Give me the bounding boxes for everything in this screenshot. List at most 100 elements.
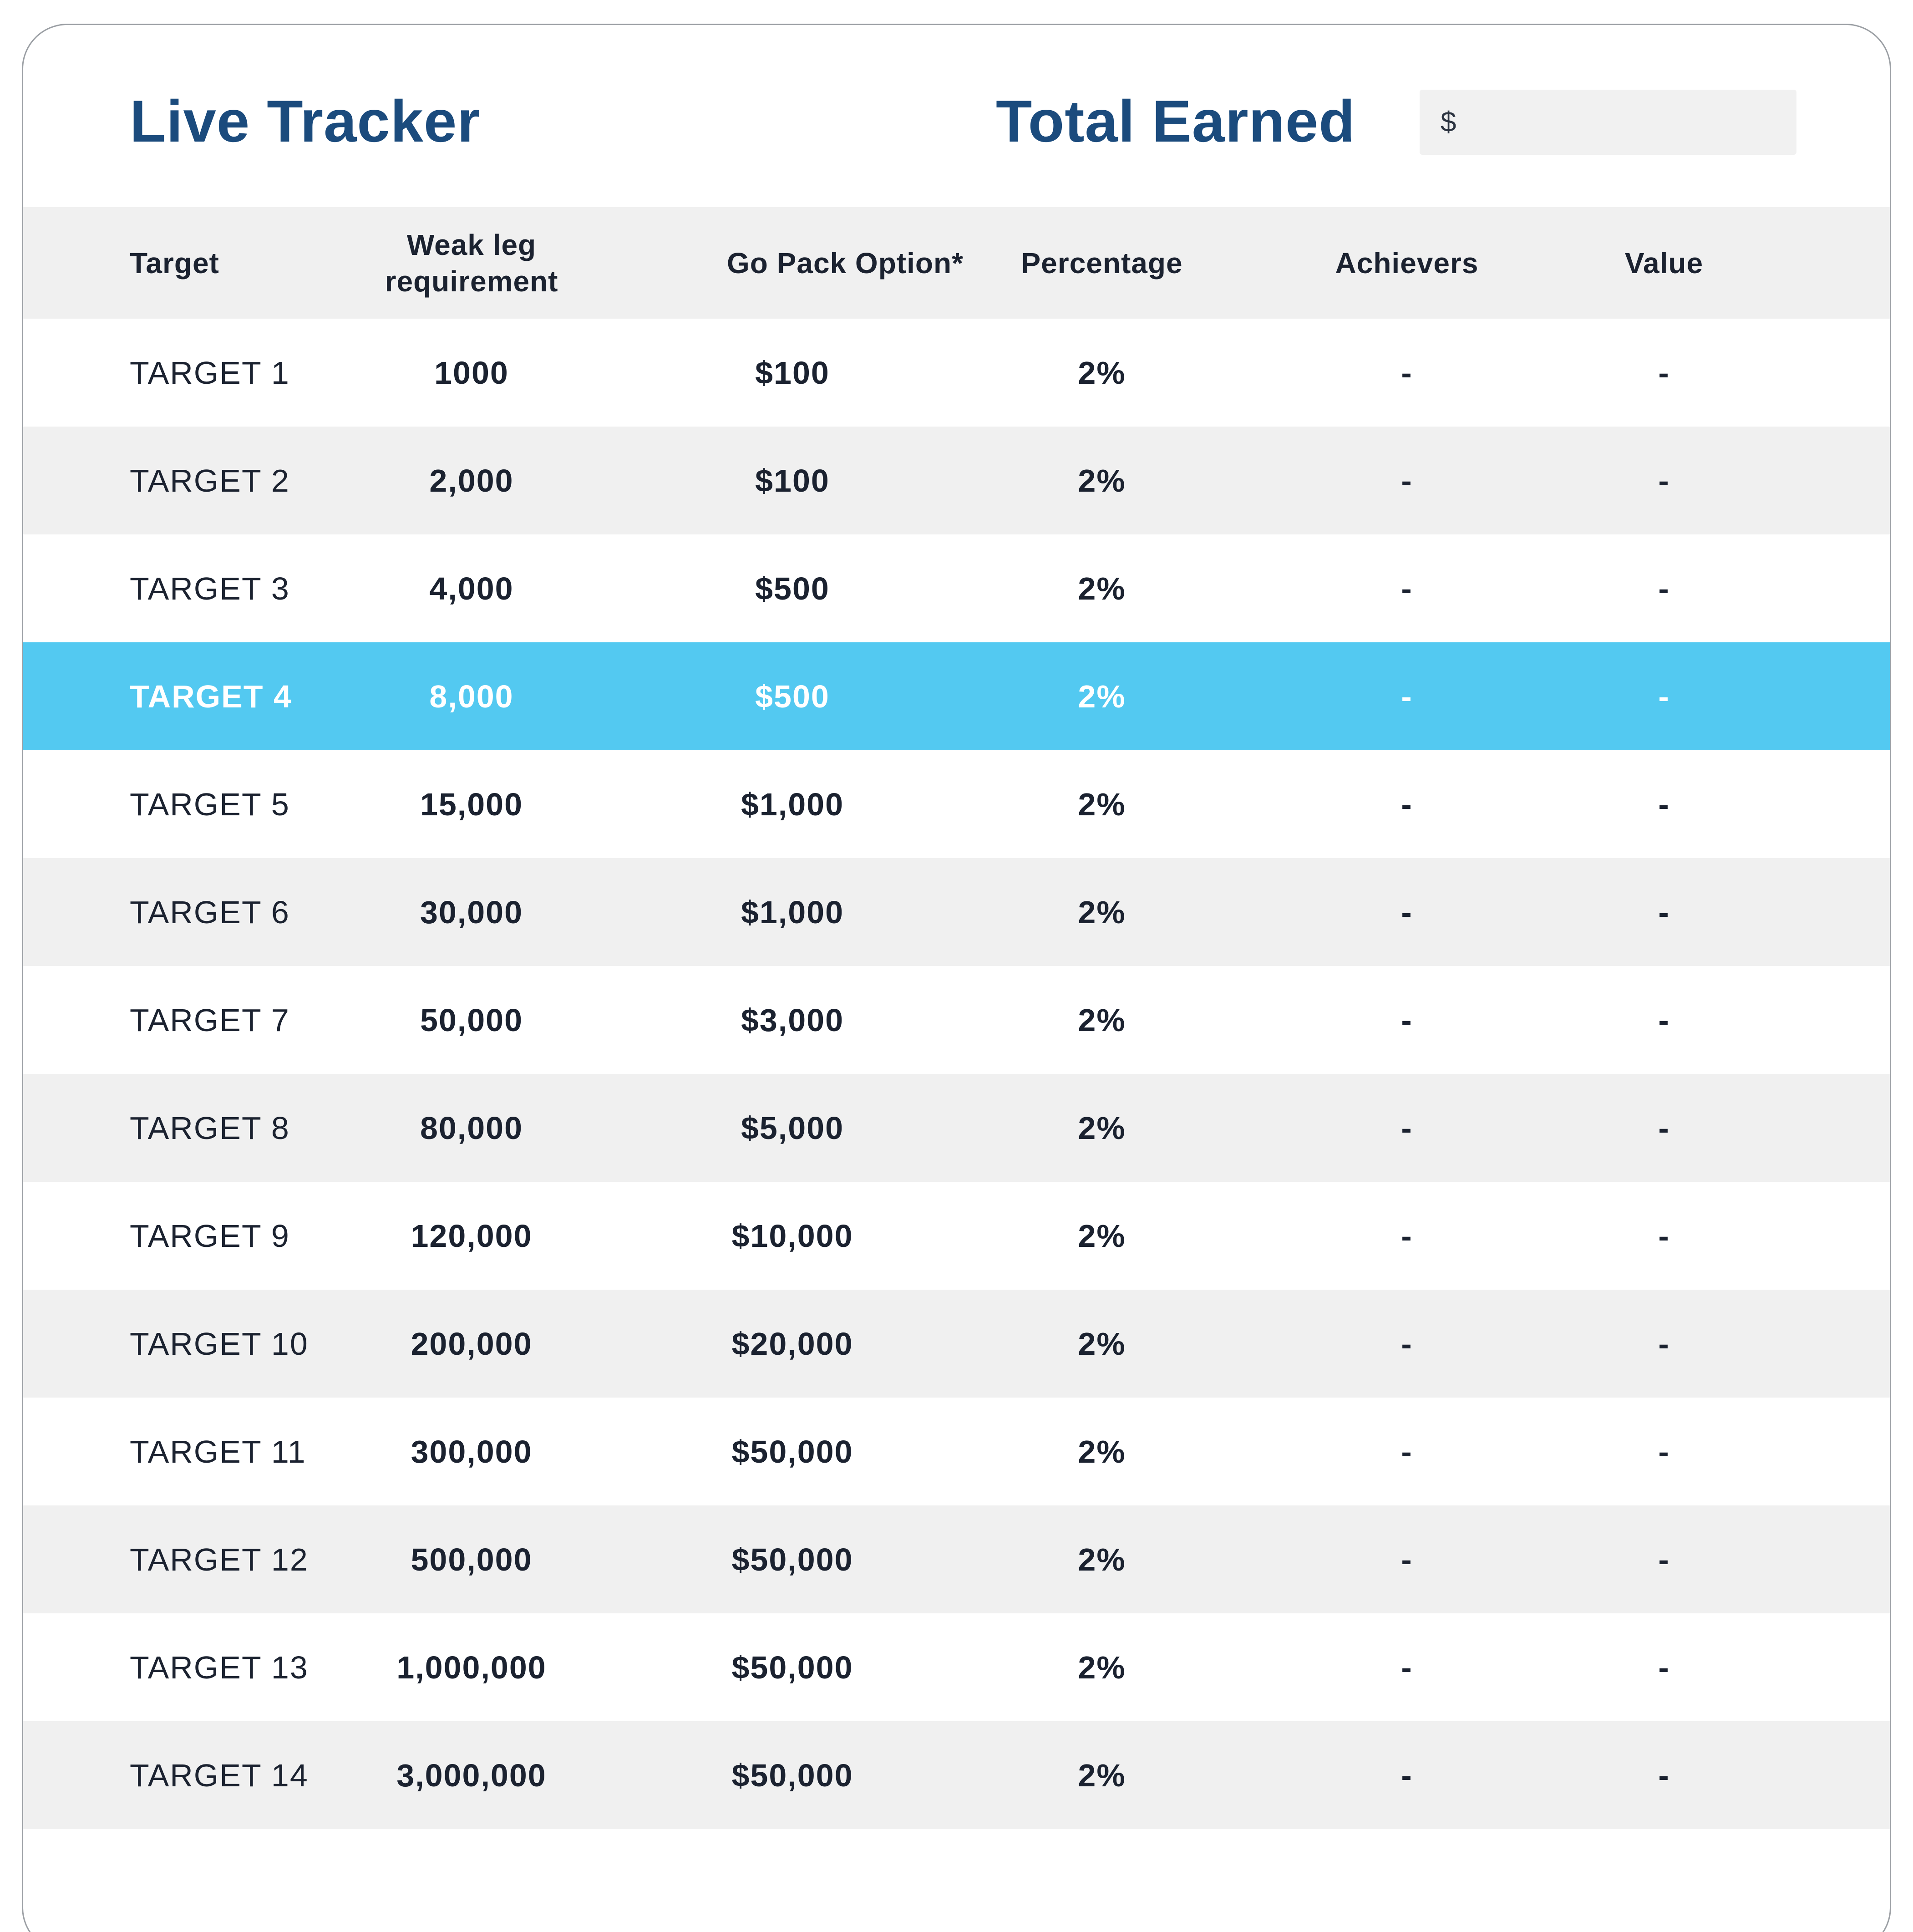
cell-value: - bbox=[1658, 1757, 1670, 1793]
table-row: TARGET 13 1,000,000 $50,000 2% - - bbox=[23, 1613, 1890, 1721]
cell-go-pack: $500 bbox=[755, 678, 830, 714]
cell-value: - bbox=[1658, 786, 1670, 822]
cell-percentage: 2% bbox=[1078, 1757, 1126, 1793]
cell-target: TARGET 14 bbox=[130, 1757, 309, 1793]
cell-achievers: - bbox=[1401, 1002, 1413, 1038]
cell-target: TARGET 11 bbox=[130, 1434, 306, 1469]
targets-table: Target Weak leg requirement Go Pack Opti… bbox=[23, 207, 1890, 1829]
table-row: TARGET 10 200,000 $20,000 2% - - bbox=[23, 1290, 1890, 1398]
cell-target: TARGET 10 bbox=[130, 1326, 309, 1362]
cell-percentage: 2% bbox=[1078, 355, 1126, 391]
cell-target: TARGET 2 bbox=[130, 463, 290, 498]
cell-value: - bbox=[1658, 355, 1670, 391]
table-row: TARGET 5 15,000 $1,000 2% - - bbox=[23, 750, 1890, 858]
cell-weak-leg: 30,000 bbox=[420, 894, 523, 930]
cell-achievers: - bbox=[1401, 1110, 1413, 1146]
cell-weak-leg: 300,000 bbox=[411, 1434, 533, 1469]
page-title: Live Tracker bbox=[130, 88, 481, 154]
cell-achievers: - bbox=[1401, 1434, 1413, 1469]
column-header-go-pack: Go Pack Option* bbox=[601, 207, 984, 319]
cell-target: TARGET 5 bbox=[130, 786, 290, 822]
cell-value: - bbox=[1658, 1218, 1670, 1254]
cell-percentage: 2% bbox=[1078, 894, 1126, 930]
cell-weak-leg: 200,000 bbox=[411, 1326, 533, 1362]
column-header-target: Target bbox=[23, 207, 342, 319]
column-header-percentage: Percentage bbox=[984, 207, 1220, 319]
cell-target: TARGET 9 bbox=[130, 1218, 290, 1254]
cell-achievers: - bbox=[1401, 570, 1413, 606]
cell-weak-leg: 1,000,000 bbox=[396, 1649, 547, 1685]
cell-achievers: - bbox=[1401, 463, 1413, 498]
cell-go-pack: $100 bbox=[755, 463, 830, 498]
cell-go-pack: $50,000 bbox=[731, 1757, 853, 1793]
cell-percentage: 2% bbox=[1078, 463, 1126, 498]
cell-value: - bbox=[1658, 1002, 1670, 1038]
cell-value: - bbox=[1658, 1434, 1670, 1469]
column-header-value: Value bbox=[1593, 207, 1735, 319]
cell-weak-leg: 2,000 bbox=[429, 463, 514, 498]
total-earned-input[interactable] bbox=[1456, 90, 1842, 155]
cell-percentage: 2% bbox=[1078, 1649, 1126, 1685]
table-row: TARGET 6 30,000 $1,000 2% - - bbox=[23, 858, 1890, 966]
cell-achievers: - bbox=[1401, 355, 1413, 391]
cell-weak-leg: 4,000 bbox=[429, 570, 514, 606]
cell-go-pack: $500 bbox=[755, 570, 830, 606]
table-row: TARGET 1 1000 $100 2% - - bbox=[23, 319, 1890, 427]
column-header-spacer bbox=[1735, 207, 1890, 319]
cell-weak-leg: 15,000 bbox=[420, 786, 523, 822]
cell-value: - bbox=[1658, 463, 1670, 498]
cell-achievers: - bbox=[1401, 678, 1413, 714]
cell-weak-leg: 8,000 bbox=[429, 678, 514, 714]
live-tracker-card: Live Tracker Total Earned $ Target Weak … bbox=[22, 24, 1891, 1932]
cell-percentage: 2% bbox=[1078, 570, 1126, 606]
cell-go-pack: $3,000 bbox=[741, 1002, 844, 1038]
table-row: TARGET 11 300,000 $50,000 2% - - bbox=[23, 1398, 1890, 1505]
table-row: TARGET 14 3,000,000 $50,000 2% - - bbox=[23, 1721, 1890, 1829]
total-earned-field[interactable]: $ bbox=[1420, 90, 1842, 155]
cell-value: - bbox=[1658, 1541, 1670, 1577]
cell-percentage: 2% bbox=[1078, 1002, 1126, 1038]
cell-achievers: - bbox=[1401, 1326, 1413, 1362]
cell-target: TARGET 4 bbox=[130, 678, 292, 714]
cell-target: TARGET 1 bbox=[130, 355, 290, 391]
cell-percentage: 2% bbox=[1078, 1326, 1126, 1362]
cell-go-pack: $50,000 bbox=[731, 1649, 853, 1685]
cell-weak-leg: 120,000 bbox=[411, 1218, 533, 1254]
total-earned-label: Total Earned bbox=[996, 88, 1355, 154]
cell-weak-leg: 1000 bbox=[434, 355, 509, 391]
cell-target: TARGET 12 bbox=[130, 1541, 309, 1577]
cell-target: TARGET 6 bbox=[130, 894, 290, 930]
cell-target: TARGET 3 bbox=[130, 570, 290, 606]
cell-go-pack: $100 bbox=[755, 355, 830, 391]
cell-achievers: - bbox=[1401, 1218, 1413, 1254]
cell-weak-leg: 50,000 bbox=[420, 1002, 523, 1038]
table-header-row: Target Weak leg requirement Go Pack Opti… bbox=[23, 207, 1890, 319]
cell-weak-leg: 3,000,000 bbox=[396, 1757, 547, 1793]
table-row: TARGET 7 50,000 $3,000 2% - - bbox=[23, 966, 1890, 1074]
cell-target: TARGET 7 bbox=[130, 1002, 290, 1038]
cell-go-pack: $1,000 bbox=[741, 786, 844, 822]
cell-value: - bbox=[1658, 894, 1670, 930]
cell-weak-leg: 80,000 bbox=[420, 1110, 523, 1146]
cell-achievers: - bbox=[1401, 1541, 1413, 1577]
table-row: TARGET 2 2,000 $100 2% - - bbox=[23, 427, 1890, 534]
table-row: TARGET 4 8,000 $500 2% - - bbox=[23, 642, 1890, 750]
cell-percentage: 2% bbox=[1078, 1541, 1126, 1577]
currency-prefix: $ bbox=[1441, 107, 1456, 138]
cell-value: - bbox=[1658, 570, 1670, 606]
table-row: TARGET 12 500,000 $50,000 2% - - bbox=[23, 1505, 1890, 1613]
cell-percentage: 2% bbox=[1078, 786, 1126, 822]
column-header-weak-leg: Weak leg requirement bbox=[342, 207, 601, 319]
table-row: TARGET 9 120,000 $10,000 2% - - bbox=[23, 1182, 1890, 1290]
cell-go-pack: $20,000 bbox=[731, 1326, 853, 1362]
cell-go-pack: $50,000 bbox=[731, 1434, 853, 1469]
table-row: TARGET 3 4,000 $500 2% - - bbox=[23, 534, 1890, 642]
cell-target: TARGET 13 bbox=[130, 1649, 309, 1685]
cell-achievers: - bbox=[1401, 894, 1413, 930]
table-row: TARGET 8 80,000 $5,000 2% - - bbox=[23, 1074, 1890, 1182]
cell-go-pack: $10,000 bbox=[731, 1218, 853, 1254]
cell-go-pack: $5,000 bbox=[741, 1110, 844, 1146]
cell-achievers: - bbox=[1401, 1757, 1413, 1793]
cell-value: - bbox=[1658, 678, 1670, 714]
column-header-achievers: Achievers bbox=[1220, 207, 1593, 319]
